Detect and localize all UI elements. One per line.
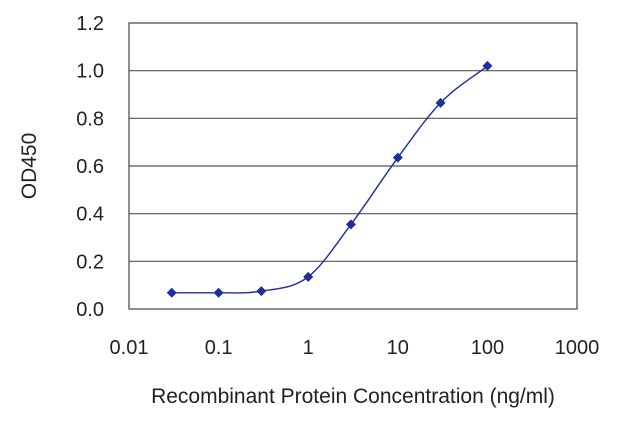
data-point-5 [392,152,403,163]
data-point-4 [345,219,356,230]
x-tick-label-1: 0.1 [205,337,233,359]
plot-frame [128,22,578,310]
y-tick-label-5: 1.0 [76,61,104,83]
y-tick-label-2: 0.4 [76,204,104,226]
data-point-7 [482,60,493,71]
y-tick-label-3: 0.6 [76,156,104,178]
x-tick-label-3: 10 [387,337,409,359]
fit-curve [171,65,488,294]
data-point-3 [303,271,314,282]
x-tick-label-4: 100 [471,337,504,359]
x-tick-label-5: 1000 [555,337,600,359]
y-tick-label-4: 0.8 [76,108,104,130]
x-tick-label-2: 1 [303,337,314,359]
x-axis-ticks: 0.01 0.1 1 10 100 1000 [110,337,600,359]
x-tick-label-0: 0.01 [110,337,149,359]
data-point-2 [256,286,267,297]
y-axis-ticks: 0.0 0.2 0.4 0.6 0.8 1.0 1.2 [76,13,104,321]
y-axis-title: OD450 [18,133,41,200]
x-axis-title: Recombinant Protein Concentration (ng/ml… [151,385,555,408]
y-tick-label-0: 0.0 [76,299,104,321]
data-point-6 [435,97,446,108]
data-point-1 [213,287,224,298]
y-tick-label-6: 1.2 [76,13,104,35]
y-tick-label-1: 0.2 [76,251,104,273]
data-point-0 [166,287,177,298]
grid-lines [129,70,577,262]
data-points [166,60,493,298]
